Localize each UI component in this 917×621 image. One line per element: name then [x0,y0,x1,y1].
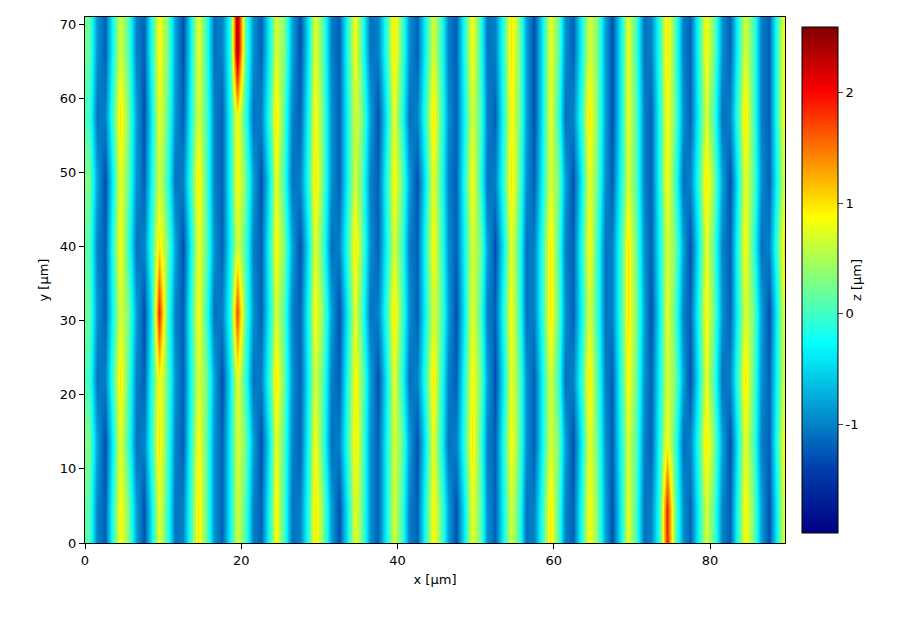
svg-text:2: 2 [846,85,854,100]
svg-text:y [µm]: y [µm] [36,259,51,302]
svg-text:60: 60 [60,91,77,106]
svg-text:x [µm]: x [µm] [414,572,457,587]
svg-text:40: 40 [60,239,77,254]
svg-text:0: 0 [81,553,89,568]
svg-text:20: 20 [60,387,77,402]
svg-text:0: 0 [846,306,854,321]
svg-text:80: 80 [702,553,719,568]
svg-text:70: 70 [60,17,77,32]
svg-text:50: 50 [60,165,77,180]
svg-text:20: 20 [233,553,250,568]
svg-text:30: 30 [60,313,77,328]
svg-text:1: 1 [846,196,854,211]
svg-text:40: 40 [389,553,406,568]
svg-text:10: 10 [60,461,77,476]
svg-text:z [µm]: z [µm] [849,259,864,301]
svg-text:60: 60 [545,553,562,568]
svg-text:0: 0 [68,536,76,551]
svg-text:-1: -1 [846,417,859,432]
